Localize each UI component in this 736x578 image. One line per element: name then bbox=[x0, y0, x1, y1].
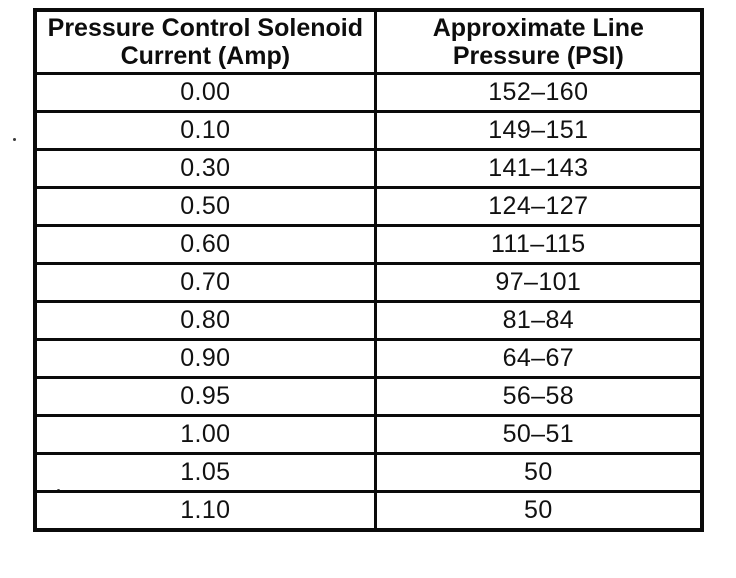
column-header-current: Pressure Control Solenoid Current (Amp) bbox=[33, 8, 377, 75]
table-row: 0.30 141–143 bbox=[33, 148, 704, 189]
header-line: Pressure (PSI) bbox=[452, 42, 624, 70]
table-row: 1.10 50 bbox=[33, 490, 704, 531]
table-row: 0.80 81–84 bbox=[33, 300, 704, 341]
table-row: 1.00 50–51 bbox=[33, 414, 704, 455]
cell-pressure: 97–101 bbox=[373, 262, 704, 303]
cell-current: 0.90 bbox=[33, 338, 377, 379]
cell-current: 0.10 bbox=[33, 110, 377, 151]
cell-pressure: 124–127 bbox=[373, 186, 704, 227]
cell-current: 0.00 bbox=[33, 72, 377, 113]
table-row: 0.10 149–151 bbox=[33, 110, 704, 151]
cell-pressure: 50–51 bbox=[373, 414, 704, 455]
cell-current: 0.80 bbox=[33, 300, 377, 341]
table-row: 0.60 111–115 bbox=[33, 224, 704, 265]
cell-pressure: 149–151 bbox=[373, 110, 704, 151]
cell-pressure: 50 bbox=[373, 490, 704, 531]
cell-pressure: 64–67 bbox=[373, 338, 704, 379]
table-row: 0.50 124–127 bbox=[33, 186, 704, 227]
cell-current: 1.10 bbox=[33, 490, 377, 531]
header-row: Pressure Control Solenoid Current (Amp) … bbox=[33, 8, 704, 75]
table-row: 0.70 97–101 bbox=[33, 262, 704, 303]
header-line: Approximate Line bbox=[432, 14, 644, 42]
table-row: 0.90 64–67 bbox=[33, 338, 704, 379]
cell-current: 1.00 bbox=[33, 414, 377, 455]
pressure-spec-table: Pressure Control Solenoid Current (Amp) … bbox=[33, 8, 704, 532]
header-line: Current (Amp) bbox=[120, 42, 291, 70]
cell-current: 0.95 bbox=[33, 376, 377, 417]
header-line: Pressure Control Solenoid bbox=[47, 14, 363, 42]
cell-pressure: 152–160 bbox=[373, 72, 704, 113]
table-row: 1.05 50 bbox=[33, 452, 704, 493]
cell-pressure: 50 bbox=[373, 452, 704, 493]
table-row: 0.95 56–58 bbox=[33, 376, 704, 417]
cell-current: 0.70 bbox=[33, 262, 377, 303]
scan-artifact-dot bbox=[13, 138, 16, 141]
cell-pressure: 111–115 bbox=[373, 224, 704, 265]
cell-current: 0.50 bbox=[33, 186, 377, 227]
cell-pressure: 141–143 bbox=[373, 148, 704, 189]
table-row: 0.00 152–160 bbox=[33, 72, 704, 113]
column-header-pressure: Approximate Line Pressure (PSI) bbox=[373, 8, 704, 75]
cell-pressure: 81–84 bbox=[373, 300, 704, 341]
cell-current: 1.05 bbox=[33, 452, 377, 493]
cell-current: 0.30 bbox=[33, 148, 377, 189]
cell-current: 0.60 bbox=[33, 224, 377, 265]
cell-pressure: 56–58 bbox=[373, 376, 704, 417]
